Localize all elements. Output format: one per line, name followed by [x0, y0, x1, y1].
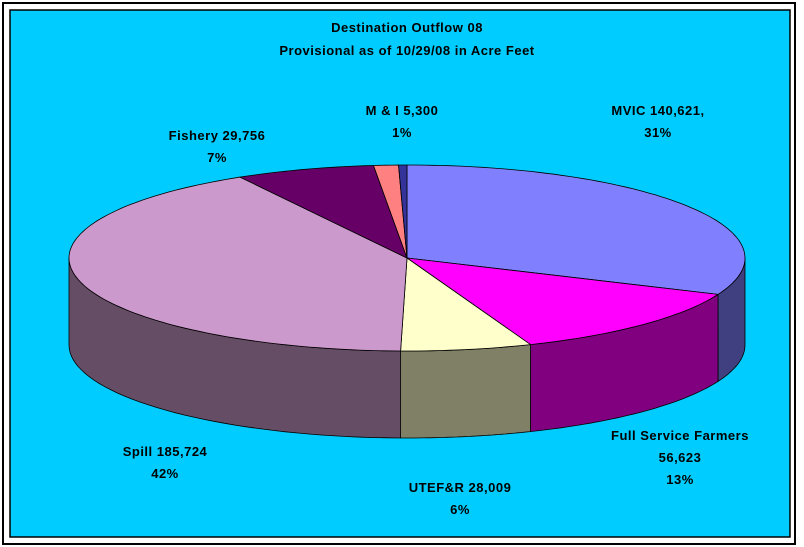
pie-slice [406, 164, 746, 295]
data-label: Full Service Farmers 56,623 13% [610, 425, 750, 491]
percent-label: 7% [207, 150, 227, 165]
value-label: 5,300 [403, 103, 439, 118]
category-label: M & I [365, 103, 400, 118]
pie-slice [68, 176, 408, 352]
value-label: 140,621, [650, 103, 705, 118]
value-label: 56,623 [658, 450, 702, 465]
value-label: 185,724 [156, 444, 208, 459]
percent-label: 31% [644, 125, 672, 140]
category-label: Fishery [168, 128, 219, 143]
chart-title: Destination Outflow 08 [331, 20, 483, 35]
data-label: MVIC 140,621, 31% [611, 100, 704, 144]
percent-label: 13% [666, 472, 694, 487]
pie-side [400, 344, 531, 439]
category-label: Spill [122, 444, 153, 459]
percent-label: 6% [450, 502, 470, 517]
data-label: M & I 5,300 1% [366, 100, 439, 144]
category-label: UTEF&R [408, 480, 465, 495]
percent-label: 42% [151, 466, 179, 481]
data-label: Spill 185,724 42% [123, 441, 208, 485]
pie-slice [406, 257, 720, 346]
data-label: UTEF&R 28,009 6% [409, 477, 512, 521]
value-label: 29,756 [222, 128, 266, 143]
data-label: Fishery 29,756 7% [169, 125, 266, 169]
pie-slice-rest [398, 164, 408, 259]
value-label: 28,009 [468, 480, 512, 495]
category-label: Full Service Farmers [611, 428, 749, 443]
percent-label: 1% [392, 125, 412, 140]
category-label: MVIC [611, 103, 646, 118]
pie-slice [238, 165, 408, 259]
pie-slice [400, 257, 532, 352]
chart-subtitle: Provisional as of 10/29/08 in Acre Feet [279, 43, 534, 58]
